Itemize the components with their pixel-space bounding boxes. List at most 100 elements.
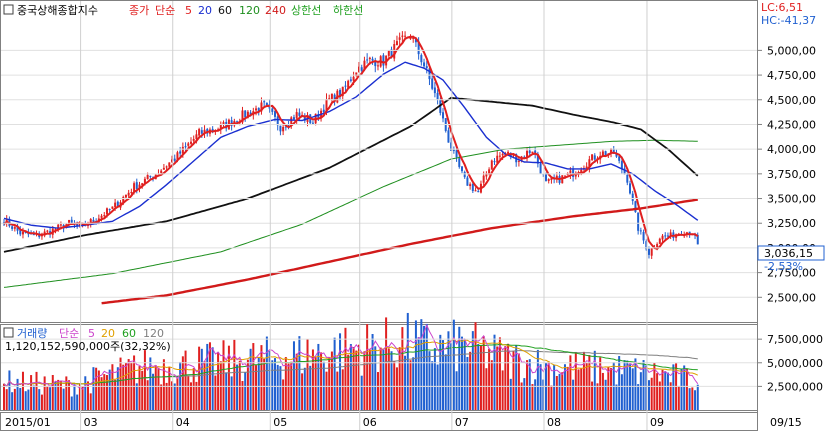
volume-bar: [596, 383, 599, 410]
price-layer: [3, 31, 699, 305]
volume-bar: [599, 357, 602, 410]
candle-body: [656, 244, 659, 248]
candle-body: [298, 112, 301, 116]
volume-bar: [87, 381, 90, 410]
candle-body: [149, 175, 152, 177]
right-date-label: 09/15: [770, 416, 802, 429]
volume-bar: [414, 320, 417, 410]
candle-body: [135, 182, 138, 189]
candle-body: [192, 138, 195, 141]
volume-simple: 단순: [59, 327, 79, 340]
volume-bar: [423, 325, 426, 410]
volume-bar: [382, 348, 385, 410]
volume-bar: [116, 367, 119, 410]
volume-bar: [49, 387, 52, 410]
volume-bar: [379, 347, 382, 410]
volume-bar: [425, 323, 428, 410]
candle-body: [68, 219, 71, 225]
volume-bar: [607, 366, 610, 410]
legend-p60: 60: [218, 4, 232, 17]
volume-bar: [550, 385, 553, 410]
candle-body: [78, 224, 81, 226]
volume-bar: [303, 367, 306, 410]
volume-bar: [358, 344, 361, 410]
volume-bar: [298, 336, 301, 410]
candle-body: [526, 151, 529, 159]
candle-body: [282, 126, 285, 132]
volume-bar: [238, 360, 241, 410]
lc-label: LC:6,51: [761, 1, 803, 14]
volume-bar: [51, 375, 54, 410]
candle-body: [401, 35, 404, 37]
volume-bar: [225, 372, 228, 410]
volume-bar: [11, 392, 14, 410]
candle-body: [257, 107, 260, 112]
volume-bar: [268, 350, 271, 410]
candle-body: [585, 166, 588, 169]
candle-body: [366, 59, 369, 61]
volume-bar: [143, 350, 146, 410]
volume-bar: [282, 379, 285, 410]
candle-body: [116, 201, 119, 207]
volume-bar: [466, 356, 469, 410]
candle-body: [417, 41, 420, 55]
candle-body: [523, 156, 526, 158]
candle-body: [490, 160, 493, 170]
volume-bar: [154, 365, 157, 410]
price-tick-label: 3,500,00: [767, 193, 816, 206]
candle-body: [187, 143, 190, 146]
candle-body: [580, 169, 583, 173]
volume-bar: [647, 380, 650, 410]
hc-label: HC:-41,37: [761, 14, 816, 27]
volume-bar: [531, 384, 534, 410]
price-tick-label: 5,000,00: [767, 44, 816, 57]
volume-bar: [401, 327, 404, 410]
candle-body: [279, 125, 282, 132]
volume-bar: [661, 369, 664, 410]
volume-bar: [21, 371, 24, 410]
candle-body: [466, 177, 469, 186]
candle-body: [347, 80, 350, 88]
volume-bar: [363, 351, 366, 410]
candle-body: [626, 174, 629, 183]
candle-body: [59, 224, 62, 226]
candle-body: [124, 194, 127, 198]
candle-body: [420, 55, 423, 63]
volume-bar: [582, 351, 585, 410]
volume-p120: 120: [143, 327, 164, 340]
volume-bar: [355, 350, 358, 410]
volume-bar: [325, 371, 328, 410]
candle-body: [236, 121, 239, 123]
candle-body: [425, 66, 428, 69]
candle-body: [160, 170, 163, 173]
volume-bar: [650, 377, 653, 410]
candle-body: [374, 60, 377, 67]
volume-bar: [376, 372, 379, 410]
volume-bar: [46, 385, 49, 410]
candle-body: [339, 90, 342, 97]
candle-body: [650, 248, 653, 256]
volume-bar: [496, 346, 499, 410]
volume-bar: [623, 360, 626, 410]
index-name: 중국상해종합지수: [17, 3, 98, 17]
volume-bar: [447, 331, 450, 410]
date-tick-label: 2015/01: [5, 416, 51, 429]
volume-legend: 거래량 단순 5 20 60 120 1,120,152,590,000주(32…: [3, 327, 171, 353]
candle-body: [244, 110, 247, 118]
candle-body: [271, 108, 274, 112]
candle-body: [349, 79, 352, 81]
volume-bar: [412, 357, 415, 410]
volume-bar: [542, 379, 545, 410]
volume-bar: [187, 376, 190, 410]
volume-ma5-line: [3, 324, 699, 390]
candle-body: [488, 169, 491, 174]
volume-bar: [3, 383, 5, 410]
volume-bar: [504, 346, 507, 410]
candle-body: [442, 112, 445, 119]
candle-body: [669, 232, 672, 237]
volume-bar: [498, 337, 501, 410]
volume-bar: [192, 368, 195, 410]
legend-p5: 5: [185, 4, 192, 17]
last-price-box: [757, 245, 825, 261]
candle-body: [103, 215, 106, 217]
